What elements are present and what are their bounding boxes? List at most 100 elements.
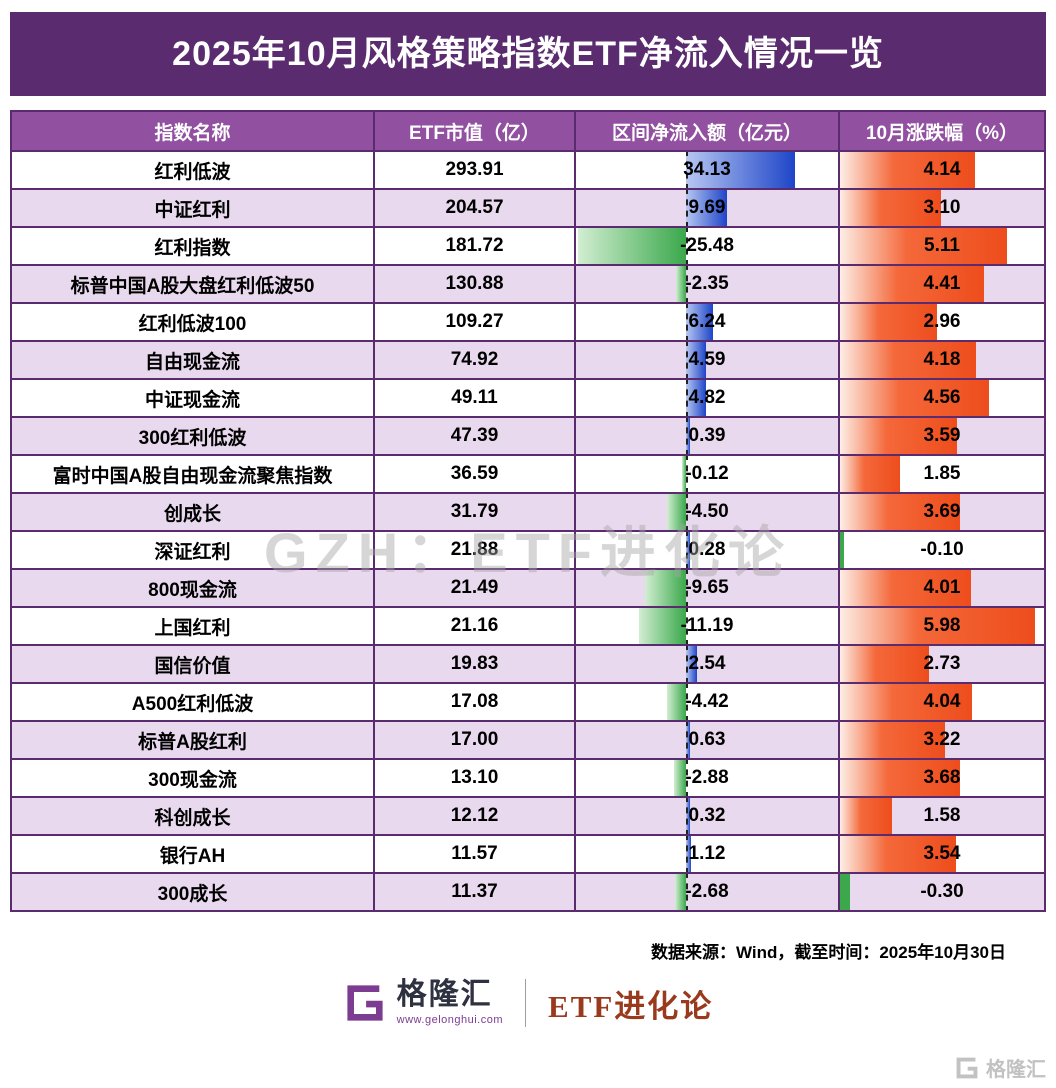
change-value: 1.85	[923, 463, 961, 484]
table-row: 上国红利 21.16 -11.19 5.98	[12, 606, 1044, 644]
index-name: 300现金流	[12, 760, 375, 796]
header-row: 指数名称 ETF市值（亿） 区间净流入额（亿元） 10月涨跌幅（%）	[12, 112, 1044, 150]
etf-channel-name: ETF进化论	[548, 988, 714, 1024]
net-inflow-cell: 0.32	[576, 798, 840, 834]
net-inflow-bar	[682, 456, 687, 492]
net-inflow-bar	[686, 722, 691, 758]
change-bar	[840, 646, 930, 682]
net-inflow-bar	[686, 152, 795, 188]
net-inflow-cell: -4.42	[576, 684, 840, 720]
brand-text-block: 格隆汇 www.gelonghui.com	[396, 980, 504, 1027]
index-name: 中证现金流	[12, 380, 375, 416]
net-inflow-bar	[645, 570, 687, 606]
index-name: 富时中国A股自由现金流聚焦指数	[12, 456, 375, 492]
zero-axis-line	[686, 608, 689, 644]
net-inflow-value: -11.19	[680, 615, 734, 636]
table-row: 国信价值 19.83 2.54 2.73	[12, 644, 1044, 682]
zero-axis-line	[686, 532, 689, 568]
change-cell: 5.11	[840, 228, 1044, 264]
net-inflow-cell: 34.13	[576, 152, 840, 188]
net-inflow-value: 9.69	[688, 197, 726, 218]
page-title: 2025年10月风格策略指数ETF净流入情况一览	[10, 12, 1046, 96]
net-inflow-value: 4.59	[688, 349, 726, 370]
header-cell: 区间净流入额（亿元）	[576, 112, 840, 150]
net-inflow-cell: -9.65	[576, 570, 840, 606]
table-row: 红利低波 293.91 34.13 4.14	[12, 150, 1044, 188]
change-value: 1.58	[923, 805, 961, 826]
net-inflow-bar	[577, 228, 687, 264]
change-value: 5.11	[924, 235, 960, 256]
zero-axis-line	[686, 798, 689, 834]
zero-axis-line	[686, 266, 689, 302]
change-bar	[840, 798, 892, 834]
index-name: 科创成长	[12, 798, 375, 834]
net-inflow-bar	[686, 190, 728, 226]
etf-cap-value: 21.88	[375, 532, 576, 568]
table-row: 中证现金流 49.11 4.82 4.56	[12, 378, 1044, 416]
zero-axis-line	[686, 228, 689, 264]
change-value: 4.04	[923, 691, 961, 712]
corner-watermark-text: 格隆汇	[986, 1059, 1046, 1081]
change-cell: 3.59	[840, 418, 1044, 454]
table-body: 红利低波 293.91 34.13 4.14 中证红利 204.57 9.69 …	[12, 150, 1044, 910]
net-inflow-value: -4.42	[685, 691, 729, 712]
index-name: 300红利低波	[12, 418, 375, 454]
change-cell: 4.14	[840, 152, 1044, 188]
net-inflow-value: -2.88	[685, 767, 729, 788]
net-inflow-bar	[686, 646, 697, 682]
change-value: -0.10	[920, 539, 964, 560]
net-inflow-cell: 9.69	[576, 190, 840, 226]
net-inflow-value: 34.13	[683, 159, 731, 180]
change-bar	[840, 304, 937, 340]
net-inflow-bar	[667, 684, 687, 720]
change-bar	[840, 722, 946, 758]
table-row: 富时中国A股自由现金流聚焦指数 36.59 -0.12 1.85	[12, 454, 1044, 492]
net-inflow-bar	[686, 304, 713, 340]
change-cell: 3.10	[840, 190, 1044, 226]
etf-cap-value: 181.72	[375, 228, 576, 264]
table-row: 中证红利 204.57 9.69 3.10	[12, 188, 1044, 226]
etf-cap-value: 11.37	[375, 874, 576, 910]
net-inflow-value: 6.24	[688, 311, 726, 332]
index-name: 中证红利	[12, 190, 375, 226]
change-cell: 2.73	[840, 646, 1044, 682]
net-inflow-value: 0.32	[688, 805, 726, 826]
change-bar	[840, 608, 1036, 644]
change-cell: 1.58	[840, 798, 1044, 834]
index-name: 红利指数	[12, 228, 375, 264]
net-inflow-value: -2.68	[685, 881, 729, 902]
net-inflow-value: 1.12	[688, 843, 726, 864]
gelonghui-logo-gray-icon	[956, 1057, 978, 1078]
index-name: 300成长	[12, 874, 375, 910]
zero-axis-line	[686, 456, 689, 492]
brand-url: www.gelonghui.com	[396, 1014, 504, 1026]
etf-cap-value: 13.10	[375, 760, 576, 796]
header-cell: 10月涨跌幅（%）	[865, 122, 1019, 144]
change-cell: -0.30	[840, 874, 1044, 910]
index-name: 银行AH	[12, 836, 375, 872]
change-value: 3.22	[923, 729, 961, 750]
table-row: 标普中国A股大盘红利低波50 130.88 -2.35 4.41	[12, 264, 1044, 302]
change-cell: 3.22	[840, 722, 1044, 758]
change-cell: -0.10	[840, 532, 1044, 568]
net-inflow-bar	[686, 532, 691, 568]
zero-axis-line	[686, 836, 689, 872]
zero-axis-line	[686, 684, 689, 720]
change-cell: 3.68	[840, 760, 1044, 796]
net-inflow-cell: -2.88	[576, 760, 840, 796]
gelonghui-logo-icon	[347, 985, 383, 1021]
table-row: 标普A股红利 17.00 0.63 3.22	[12, 720, 1044, 758]
change-bar	[840, 570, 971, 606]
change-bar	[840, 342, 977, 378]
index-name: 800现金流	[12, 570, 375, 606]
index-name: 深证红利	[12, 532, 375, 568]
change-cell: 4.18	[840, 342, 1044, 378]
net-inflow-cell: 4.82	[576, 380, 840, 416]
net-inflow-cell: 2.54	[576, 646, 840, 682]
header-cell: 指数名称	[12, 112, 375, 150]
change-value: -0.30	[920, 881, 964, 902]
change-bar	[840, 836, 956, 872]
table-row: 红利低波100 109.27 6.24 2.96	[12, 302, 1044, 340]
index-name: 自由现金流	[12, 342, 375, 378]
branding-footer: 格隆汇 www.gelonghui.com ETF进化论	[10, 979, 1046, 1027]
